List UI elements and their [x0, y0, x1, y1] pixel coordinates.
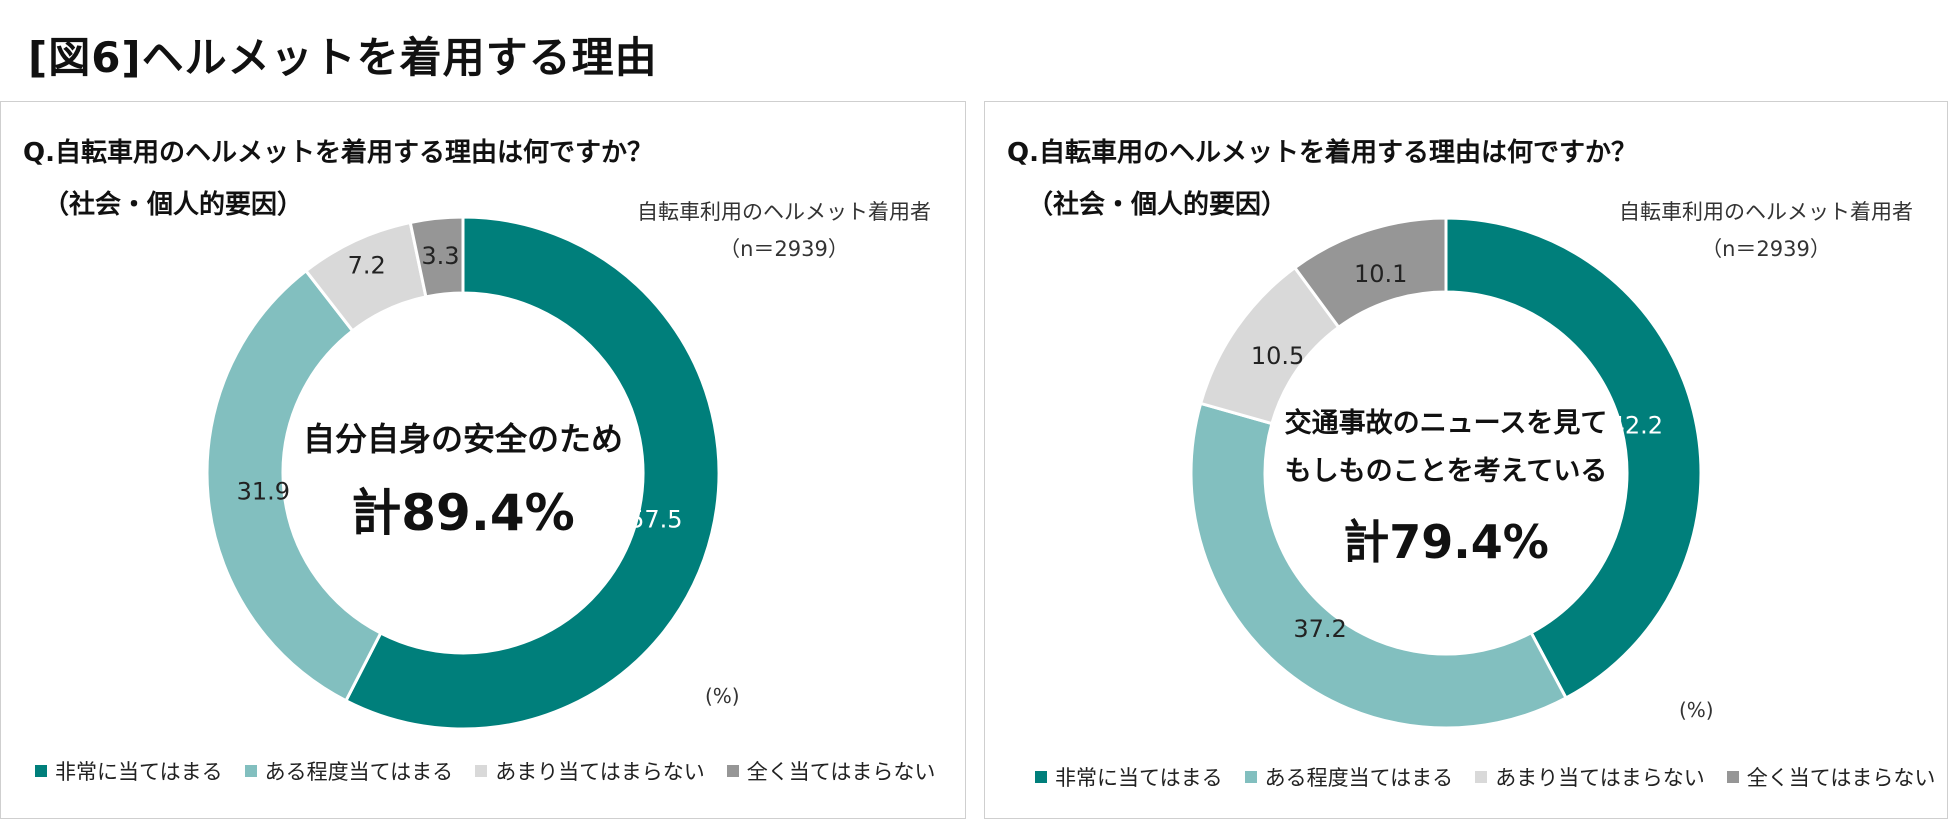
donut-chart: 57.5 31.9 7.2 3.3 自分自身の安全のため 計89.4%: [205, 215, 721, 731]
legend-label: ある程度当てはまる: [1264, 766, 1454, 790]
legend-item-somewhat: ある程度当てはまる: [244, 756, 454, 786]
legend-item-not-much: あまり当てはまらない: [475, 756, 705, 786]
question-text: Q.自転車用のヘルメットを着用する理由は何ですか？: [1007, 138, 1637, 168]
legend-swatch-not-much: [1475, 771, 1488, 783]
respondents-note: 自転車利用のヘルメット着用者 （n＝2939）: [637, 194, 931, 268]
value-label-not-much: 10.5: [1251, 342, 1304, 370]
legend-swatch-very: [1035, 771, 1047, 783]
legend-item-very: 非常に当てはまる: [35, 756, 223, 786]
question-subtitle: （社会・個人的要因）: [1027, 190, 1288, 220]
page-title: [図6]ヘルメットを着用する理由: [28, 33, 658, 82]
center-total: 計79.4%: [1343, 515, 1549, 569]
question-text: Q.自転車用のヘルメットを着用する理由は何ですか？: [23, 138, 653, 168]
chart-panel-accident-news: Q.自転車用のヘルメットを着用する理由は何ですか？ （社会・個人的要因） 自転車…: [984, 101, 1948, 819]
respondents-note: 自転車利用のヘルメット着用者 （n＝2939）: [1619, 194, 1913, 268]
question-subtitle: （社会・個人的要因）: [43, 190, 304, 220]
legend-label: ある程度当てはまる: [264, 760, 454, 784]
respondents-label: 自転車利用のヘルメット着用者: [1619, 200, 1913, 224]
legend-swatch-not-much: [475, 765, 488, 777]
legend-item-not-at-all: 全く当てはまらない: [1726, 762, 1936, 792]
sample-size: （n＝2939）: [1701, 237, 1831, 261]
respondents-label: 自転車利用のヘルメット着用者: [637, 200, 931, 224]
center-total: 計89.4%: [351, 484, 574, 542]
value-label-very: 57.5: [629, 506, 682, 534]
legend-item-not-much: あまり当てはまらない: [1475, 762, 1705, 792]
value-label-not-at-all: 10.1: [1354, 260, 1407, 288]
legend-swatch-somewhat: [1244, 771, 1257, 783]
unit-label: (%): [705, 684, 740, 708]
legend-label: 全く当てはまらない: [746, 760, 936, 784]
legend-label: あまり当てはまらない: [1495, 766, 1705, 790]
slice-somewhat: [1189, 401, 1569, 730]
legend-item-somewhat: ある程度当てはまる: [1244, 762, 1454, 792]
legend-label: 非常に当てはまる: [1055, 766, 1223, 790]
center-caption-line1: 交通事故のニュースを見て: [1285, 407, 1608, 439]
legend-swatch-not-at-all: [1726, 771, 1739, 783]
legend-item-very: 非常に当てはまる: [1035, 762, 1223, 792]
legend-label: 全く当てはまらない: [1746, 766, 1936, 790]
center-caption-line2: もしものことを考えている: [1285, 456, 1608, 487]
slice-not-at-all: [408, 215, 465, 299]
legend-item-not-at-all: 全く当てはまらない: [726, 756, 936, 786]
sample-size: （n＝2939）: [719, 237, 849, 261]
chart-panel-self-safety: Q.自転車用のヘルメットを着用する理由は何ですか？ （社会・個人的要因） 自転車…: [0, 101, 966, 819]
value-label-somewhat: 31.9: [237, 478, 290, 506]
slice-not-at-all: [1292, 216, 1448, 330]
slice-somewhat: [205, 268, 383, 703]
legend-swatch-not-at-all: [726, 765, 739, 777]
value-label-not-much: 7.2: [348, 251, 386, 279]
value-label-not-at-all: 3.3: [421, 242, 459, 270]
value-label-somewhat: 37.2: [1293, 615, 1346, 643]
donut-chart: 42.2 37.2 10.5 10.1 交通事故のニュースを見て もしものことを考えて…: [1189, 216, 1703, 730]
legend-swatch-very: [35, 765, 47, 777]
unit-label: (%): [1679, 698, 1714, 722]
legend: 非常に当てはまる ある程度当てはまる あまり当てはまらない 全く当てはまらない: [1035, 762, 1950, 792]
center-caption: 自分自身の安全のため: [303, 420, 623, 458]
value-label-very: 42.2: [1610, 411, 1663, 439]
legend: 非常に当てはまる ある程度当てはまる あまり当てはまらない 全く当てはまらない: [35, 756, 957, 786]
legend-label: あまり当てはまらない: [495, 760, 705, 784]
slice-very: [1444, 216, 1703, 701]
legend-swatch-somewhat: [244, 765, 257, 777]
legend-label: 非常に当てはまる: [55, 760, 223, 784]
slice-very: [343, 215, 721, 731]
